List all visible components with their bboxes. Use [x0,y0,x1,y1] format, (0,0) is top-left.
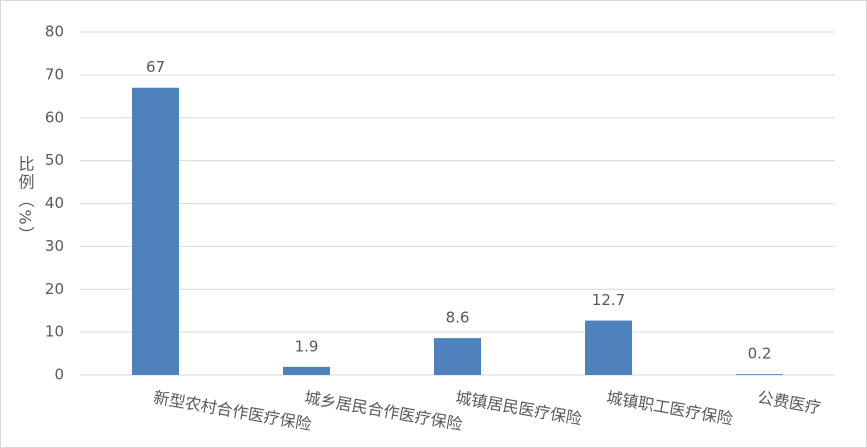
value-label: 67 [146,58,165,76]
y-tick-label: 30 [45,237,64,255]
value-label: 0.2 [748,345,772,363]
y-tick-label: 60 [45,108,64,126]
bar [283,366,330,375]
bar [736,374,783,375]
bar [434,338,481,375]
y-tick-label: 70 [45,65,64,83]
y-tick-label: 0 [54,366,64,384]
value-label: 12.7 [592,291,625,309]
y-tick-label: 50 [45,151,64,169]
y-axis-label: 比例（%） [16,155,35,244]
value-label: 1.9 [295,337,319,355]
value-label: 8.6 [446,309,470,327]
bar [132,87,179,376]
y-tick-label: 10 [45,323,64,341]
bar [585,320,632,375]
y-tick-label: 20 [45,280,64,298]
y-tick-label: 80 [45,23,64,41]
y-tick-label: 40 [45,194,64,212]
